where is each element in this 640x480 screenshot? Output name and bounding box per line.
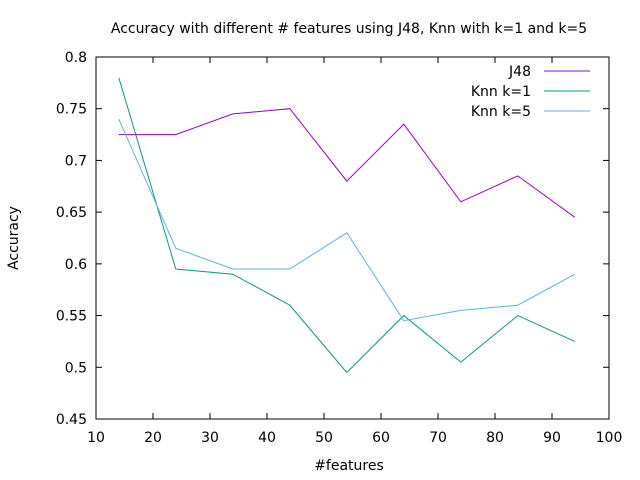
x-tick-label: 20 [144,430,162,446]
series-lines [118,77,576,374]
x-tick-label: 50 [315,430,333,446]
y-tick-label: 0.8 [65,50,87,66]
y-axis: 0.45 0.5 0.55 0.6 0.65 0.7 0.75 0.8 [56,50,609,428]
legend-label: Knn k=5 [471,104,531,120]
y-tick-label: 0.45 [56,412,87,428]
y-axis-label: Accuracy [6,206,22,270]
y-tick-label: 0.55 [56,309,87,325]
series-line-j48 [118,108,576,218]
legend-label: J48 [508,64,531,80]
legend: J48 Knn k=1 Knn k=5 [471,64,590,120]
y-tick-label: 0.75 [56,102,87,118]
x-tick-label: 80 [486,430,504,446]
chart-title: Accuracy with different # features using… [111,21,587,37]
x-tick-label: 10 [87,430,105,446]
y-tick-label: 0.65 [56,205,87,221]
x-tick-label: 60 [372,430,390,446]
x-tick-label: 90 [543,430,561,446]
x-tick-label: 40 [258,430,276,446]
legend-label: Knn k=1 [471,84,531,100]
series-line-knn-k-5 [118,118,576,322]
y-tick-label: 0.6 [65,257,87,273]
x-axis: 10 20 30 40 50 60 70 80 90 100 [87,57,622,446]
plot-frame [95,56,610,420]
x-axis-label: #features [314,458,384,474]
series-line-knn-k-1 [118,77,576,374]
y-tick-label: 0.5 [65,360,87,376]
y-tick-label: 0.7 [65,153,87,169]
x-tick-label: 70 [429,430,447,446]
x-tick-label: 30 [201,430,219,446]
x-tick-label: 100 [596,430,623,446]
